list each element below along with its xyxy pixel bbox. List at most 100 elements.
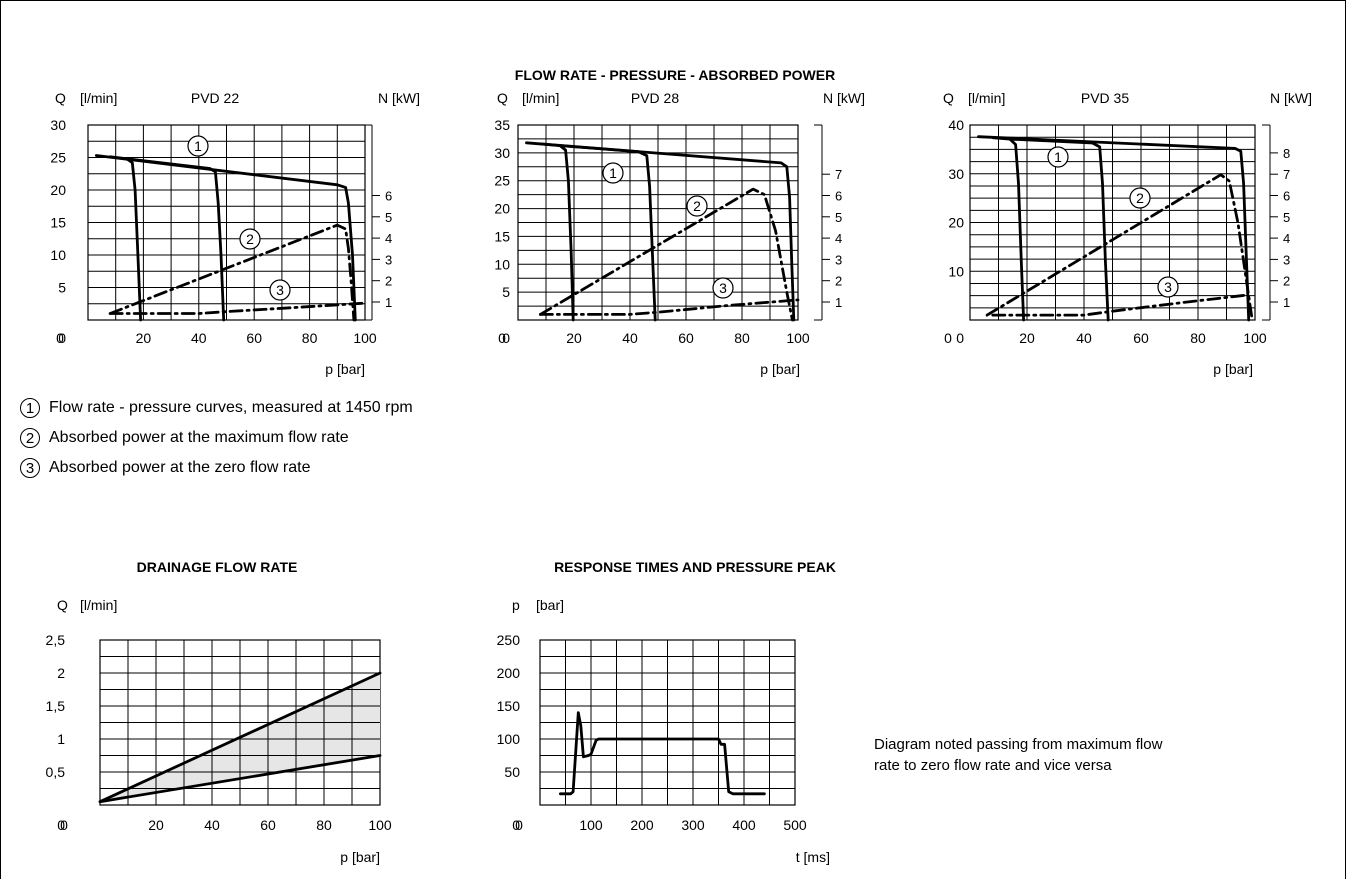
y-tick-label: 40 xyxy=(948,117,964,133)
chart-title: DRAINAGE FLOW RATE xyxy=(137,559,298,575)
right-tick-label: 7 xyxy=(835,167,842,182)
chart-2: Q [l/min] PVD 28 N [kW] p [bar] 0 20 40 60 80 100 0… xyxy=(494,90,865,377)
right-tick-label: 7 xyxy=(1283,167,1290,182)
plot-frame xyxy=(517,124,799,321)
chart-3: Q [l/min] PVD 35 N [kW] p [bar] 0 20 40 60 80 100 0… xyxy=(943,90,1312,377)
chart-1: Q [l/min] PVD 22 N [kW]p [bar]0 20 40 60 80 1000… xyxy=(50,90,420,377)
curve-marker-label: 1 xyxy=(194,138,202,154)
y-tick-label: 0 xyxy=(57,817,65,833)
plot-frame xyxy=(87,124,366,321)
y-axis-label: Q xyxy=(55,90,66,106)
right-axis-label: N [kW] xyxy=(1270,90,1312,106)
series-line-curve-2 xyxy=(108,223,356,322)
y-tick-label: 0 xyxy=(58,330,66,346)
page-title: FLOW RATE - PRESSURE - ABSORBED POWER xyxy=(515,67,835,83)
right-tick-label: 6 xyxy=(385,189,392,204)
chart-4: DRAINAGE FLOW RATE Q [l/min] p [bar] 0 20 40 60… xyxy=(46,559,392,865)
series-line-curve-3 xyxy=(991,293,1248,317)
y-tick-label: 25 xyxy=(50,150,66,166)
chart-title: PVD 35 xyxy=(1081,90,1129,106)
y-tick-label: 25 xyxy=(494,173,510,189)
x-tick-label: 60 xyxy=(246,330,262,346)
legend-item-3: 3 Absorbed power at the zero flow rate xyxy=(20,455,310,481)
y-tick-label: 20 xyxy=(50,182,66,198)
x-axis-label: t [ms] xyxy=(796,849,830,865)
x-tick-label: 100 xyxy=(1243,330,1267,346)
series-line-1 xyxy=(98,671,382,804)
right-tick-label: 6 xyxy=(1283,189,1290,204)
y-tick-label: 0 xyxy=(502,330,510,346)
legend-text: Flow rate - pressure curves, measured at… xyxy=(49,399,413,416)
series-line-curve-1 xyxy=(539,142,575,322)
y-tick-label: 15 xyxy=(494,228,510,244)
x-tick-label: 0 xyxy=(60,817,68,833)
y-tick-label: 10 xyxy=(50,247,66,263)
curve-marker-label: 2 xyxy=(1136,190,1144,206)
x-tick-label: 80 xyxy=(734,330,750,346)
y-axis-label: Q xyxy=(497,90,508,106)
y-tick-label: 5 xyxy=(58,280,66,296)
y-tick-label: 100 xyxy=(497,731,521,747)
curve-marker-circle xyxy=(712,277,734,299)
curve-marker-circle xyxy=(686,195,708,217)
x-tick-label: 0 xyxy=(944,330,952,346)
right-axis-label: N [kW] xyxy=(378,90,420,106)
legend-text: Absorbed power at the zero flow rate xyxy=(49,459,311,476)
series-line-curve-1 xyxy=(94,154,357,322)
right-tick-label: 5 xyxy=(385,210,392,225)
y-tick-label: 150 xyxy=(497,698,521,714)
series-line-2 xyxy=(98,754,382,804)
y-tick-label: 20 xyxy=(494,201,510,217)
right-tick-label: 3 xyxy=(835,252,842,267)
x-axis-label: p [bar] xyxy=(1213,361,1253,377)
y-tick-label: 2 xyxy=(57,665,65,681)
right-axis-label: N [kW] xyxy=(823,90,865,106)
curve-marker-label: 1 xyxy=(609,165,617,181)
x-axis-label: p [bar] xyxy=(340,849,380,865)
right-tick-label: 6 xyxy=(835,189,842,204)
curve-marker-circle xyxy=(1157,276,1179,298)
legend-marker: 3 xyxy=(20,458,40,478)
x-tick-label: 200 xyxy=(630,817,654,833)
right-tick-label: 1 xyxy=(1283,295,1290,310)
y-tick-label: 10 xyxy=(948,263,964,279)
curve-marker-label: 2 xyxy=(246,231,254,247)
chart-title: PVD 22 xyxy=(191,90,239,106)
y-tick-label: 5 xyxy=(502,284,510,300)
right-tick-label: 2 xyxy=(385,274,392,289)
legend-marker: 1 xyxy=(20,398,40,418)
curve-marker-circle xyxy=(1047,146,1069,168)
series-line-curve-1 xyxy=(977,135,1251,322)
x-tick-label: 20 xyxy=(566,330,582,346)
x-tick-label: 20 xyxy=(136,330,152,346)
x-axis-label: p [bar] xyxy=(325,361,365,377)
x-tick-label: 20 xyxy=(1019,330,1035,346)
x-tick-label: 80 xyxy=(302,330,318,346)
x-tick-label: 40 xyxy=(204,817,220,833)
series-line-1 xyxy=(559,711,766,796)
curve-marker-label: 3 xyxy=(276,282,284,298)
curve-marker-label: 1 xyxy=(1054,149,1062,165)
x-axis-label: p [bar] xyxy=(760,361,800,377)
curve-marker-circle xyxy=(187,135,209,157)
y-tick-label: 250 xyxy=(497,632,521,648)
plot-frame xyxy=(539,639,796,806)
x-tick-label: 100 xyxy=(579,817,603,833)
x-tick-label: 100 xyxy=(786,330,810,346)
right-tick-label: 4 xyxy=(385,231,392,246)
x-tick-label: 0 xyxy=(56,330,64,346)
y-tick-label: 0 xyxy=(512,817,520,833)
y-axis-unit: [bar] xyxy=(536,597,564,613)
series-line-curve-1 xyxy=(1008,137,1110,322)
x-tick-label: 60 xyxy=(260,817,276,833)
x-tick-label: 40 xyxy=(1076,330,1092,346)
y-tick-label: 0,5 xyxy=(46,764,66,780)
right-tick-label: 8 xyxy=(1283,146,1290,161)
y-axis-unit: [l/min] xyxy=(968,90,1005,106)
x-tick-label: 100 xyxy=(353,330,377,346)
x-tick-label: 60 xyxy=(1133,330,1149,346)
y-axis-label: p xyxy=(512,597,520,613)
curve-marker-circle xyxy=(1129,187,1151,209)
series-line-curve-1 xyxy=(108,155,142,322)
x-tick-label: 80 xyxy=(316,817,332,833)
